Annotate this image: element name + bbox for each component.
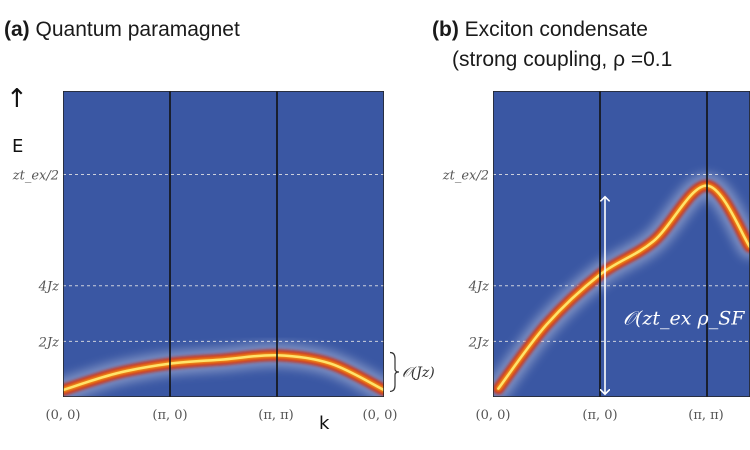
panel-a-xtick-label-2: (π, π) <box>258 408 294 423</box>
panel-a-ytick-label-1: 4Jz <box>38 280 59 295</box>
x-axis-label: k <box>319 413 330 434</box>
panel-a-ytick-label-0: 2Jz <box>38 335 59 350</box>
panel-b-subtitle: (strong coupling, ρ =0.1 <box>452 48 673 71</box>
panel-b-ytick-label-1: 4Jz <box>468 280 489 295</box>
panel-a-annotation: 𝒪(Jz) <box>402 365 435 381</box>
panel-b-xtick-label-2: (π, π) <box>688 408 724 423</box>
panel-a-brace <box>389 351 400 393</box>
panel-a-band-core <box>63 353 384 392</box>
panel-a-background <box>63 91 384 397</box>
y-axis-label: E <box>12 136 24 157</box>
panel-a-xtick-label-1: (π, 0) <box>152 408 187 423</box>
panel-a-plot <box>63 91 384 397</box>
panel-b-title-text: Exciton condensate <box>464 18 648 41</box>
panel-a-letter: (a) <box>4 18 30 41</box>
panel-b-xtick-label-0: (0, 0) <box>476 408 511 423</box>
panel-b-xtick-label-1: (π, 0) <box>582 408 617 423</box>
panel-b-ytick-label-0: 2Jz <box>468 335 489 350</box>
panel-b-letter: (b) <box>432 18 459 41</box>
panel-a-title: (a) Quantum paramagnet <box>4 18 240 42</box>
panel-b-ytick-label-2: zt_ex/2 <box>442 168 489 183</box>
panel-a-xtick-label-3: (0, 0) <box>363 408 398 423</box>
panel-b-band-core <box>497 184 750 390</box>
panel-a-title-text: Quantum paramagnet <box>35 18 240 41</box>
energy-arrow-icon: ↑ <box>6 84 28 114</box>
panel-a-xtick-label-0: (0, 0) <box>46 408 81 423</box>
panel-b-title: (b) Exciton condensate <box>432 18 648 42</box>
panel-a-ytick-label-2: zt_ex/2 <box>12 168 59 183</box>
panel-b-annotation: 𝒪(zt_ex ρ_SF <box>623 308 745 330</box>
panel-b-plot <box>493 91 750 397</box>
